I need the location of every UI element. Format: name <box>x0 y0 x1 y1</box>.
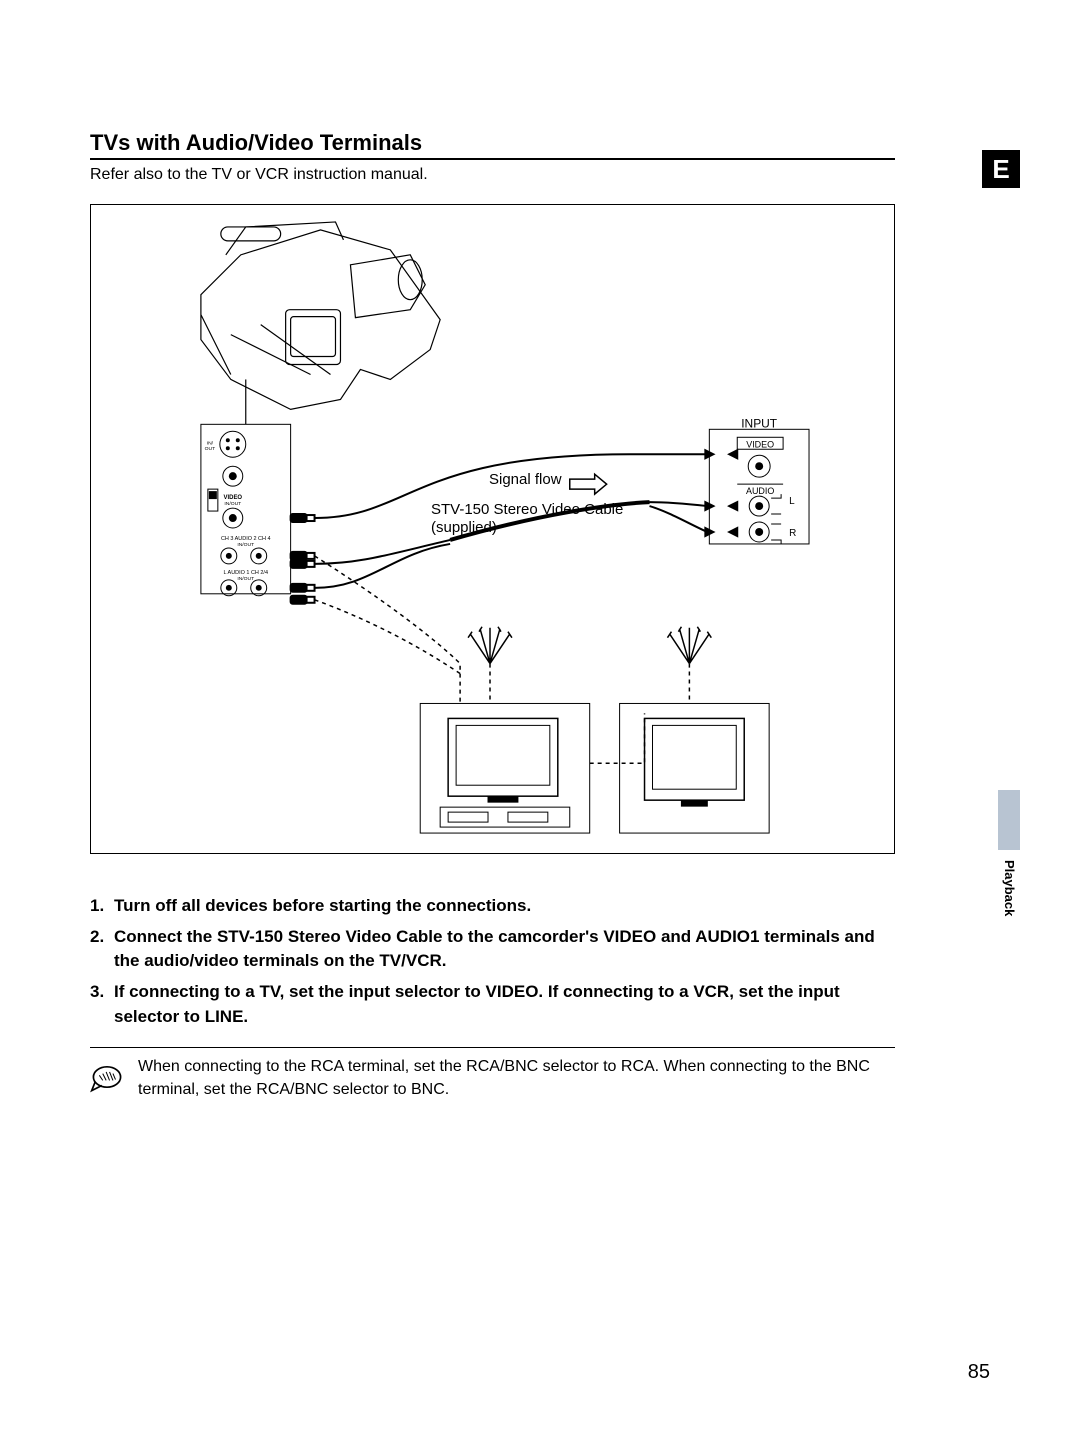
side-tab-letter: E <box>992 154 1009 185</box>
section-title: TVs with Audio/Video Terminals <box>90 130 895 160</box>
tv-block <box>620 703 770 833</box>
page-number: 85 <box>968 1361 990 1384</box>
antenna-icon <box>667 627 711 664</box>
svg-text:VIDEO: VIDEO <box>746 439 774 449</box>
camcorder-icon <box>201 222 440 424</box>
side-color-bar <box>998 790 1020 850</box>
signal-flow-label: Signal flow <box>489 471 562 488</box>
note-block: When connecting to the RCA terminal, set… <box>90 1047 895 1101</box>
connection-diagram: IN/ OUT VIDEO IN/OUT CH 3 AUDIO 2 CH 4 I… <box>90 204 895 854</box>
instruction-text: Connect the STV-150 Stereo Video Cable t… <box>114 925 895 974</box>
section-subtitle: Refer also to the TV or VCR instruction … <box>90 166 990 184</box>
side-section-label: Playback <box>1002 860 1017 916</box>
antenna-icon <box>468 627 512 664</box>
dashed-connections <box>315 556 690 763</box>
instruction-item: 3. If connecting to a TV, set the input … <box>90 980 895 1029</box>
side-tab: E <box>982 150 1020 188</box>
svg-text:R: R <box>789 528 796 539</box>
svg-text:AUDIO: AUDIO <box>746 486 774 496</box>
instruction-number: 2. <box>90 925 114 974</box>
svg-text:IN/OUT: IN/OUT <box>237 542 254 548</box>
instruction-number: 3. <box>90 980 114 1029</box>
signal-flow-arrow-icon <box>570 474 607 494</box>
instruction-text: If connecting to a TV, set the input sel… <box>114 980 895 1029</box>
cable-label-2: (supplied) <box>431 519 497 536</box>
svg-text:L: L <box>789 496 795 507</box>
instruction-text: Turn off all devices before starting the… <box>114 894 531 919</box>
instruction-item: 2. Connect the STV-150 Stereo Video Cabl… <box>90 925 895 974</box>
svg-text:IN/OUT: IN/OUT <box>224 501 241 507</box>
svg-text:OUT: OUT <box>205 446 216 452</box>
note-text: When connecting to the RCA terminal, set… <box>138 1056 895 1101</box>
manual-page: E Playback TVs with Audio/Video Terminal… <box>0 0 1080 1439</box>
cable-label-1: STV-150 Stereo Video Cable <box>431 501 623 518</box>
tv-input-panel: INPUT VIDEO AUDIO L R <box>709 416 809 544</box>
svg-text:IN/OUT: IN/OUT <box>237 576 254 582</box>
instruction-item: 1. Turn off all devices before starting … <box>90 894 895 919</box>
instruction-number: 1. <box>90 894 114 919</box>
camcorder-output-panel: IN/ OUT VIDEO IN/OUT CH 3 AUDIO 2 CH 4 I… <box>201 424 291 595</box>
note-icon <box>90 1060 124 1094</box>
vcr-tv-block <box>420 703 589 833</box>
instruction-list: 1. Turn off all devices before starting … <box>90 894 895 1029</box>
svg-text:INPUT: INPUT <box>741 416 778 430</box>
